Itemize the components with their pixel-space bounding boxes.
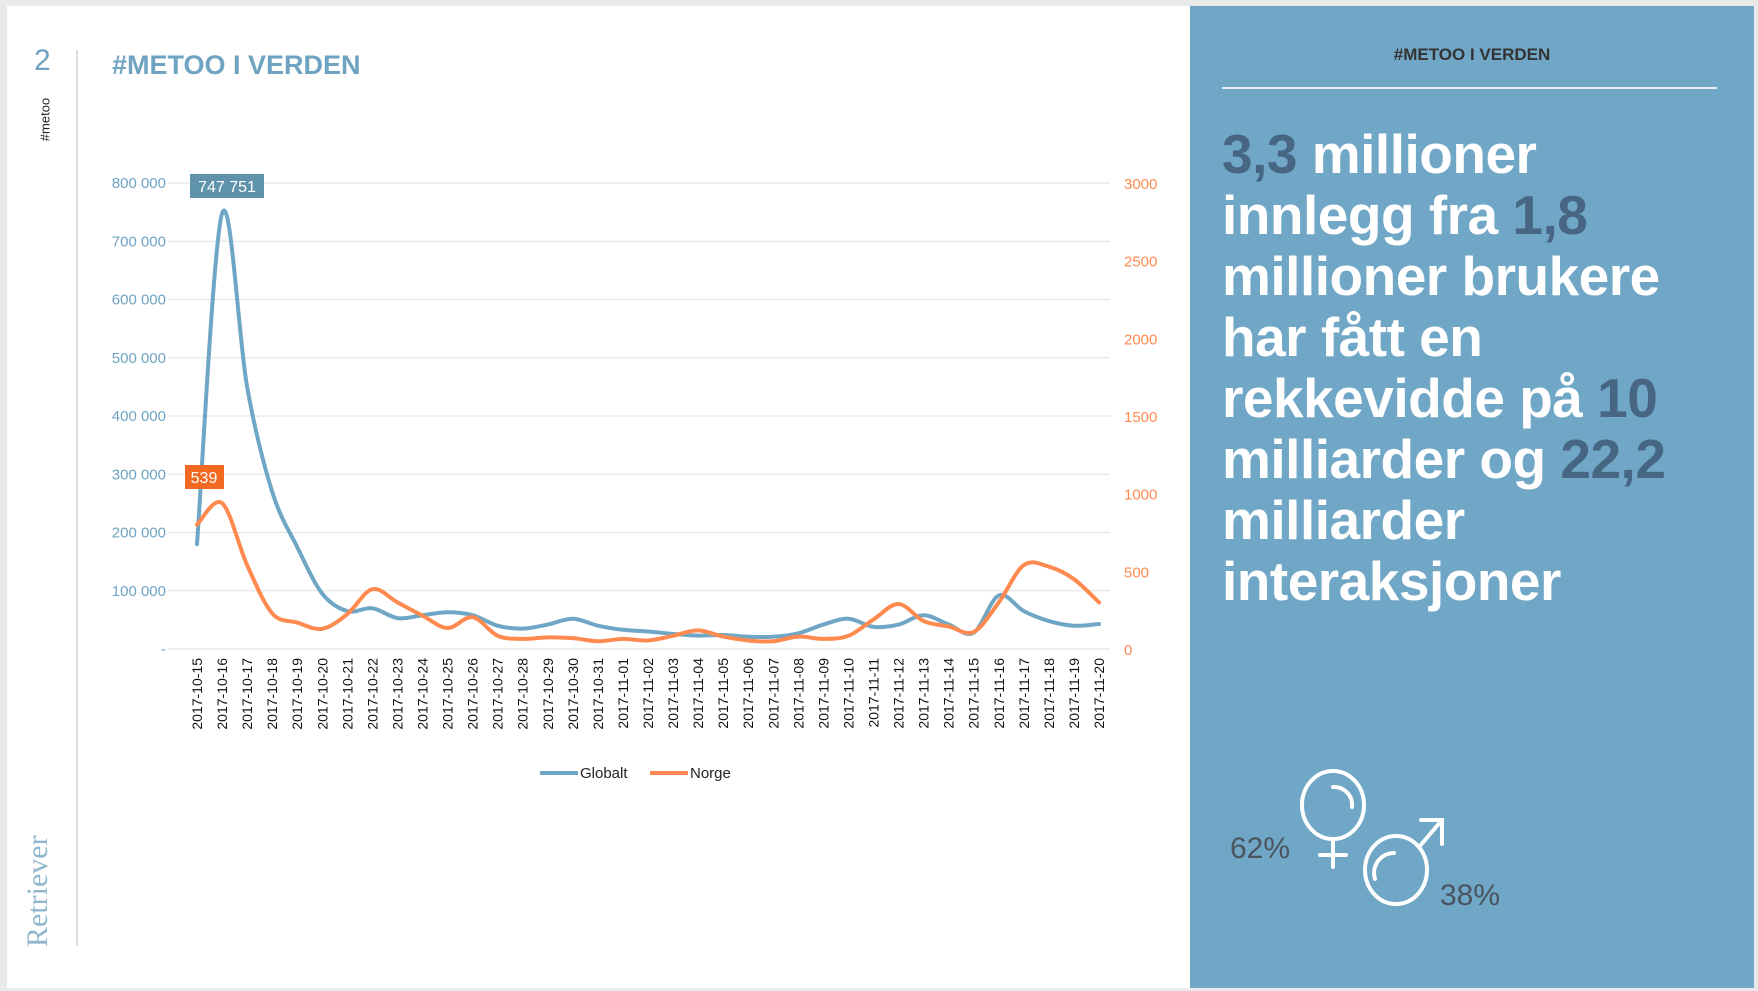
right-axis-tick: 2500	[1124, 254, 1157, 271]
peak-label-norge: 539	[191, 470, 218, 487]
right-axis-tick: 1000	[1124, 487, 1157, 504]
male-percentage: 38%	[1440, 879, 1501, 912]
left-axis-tick: 300 000	[112, 466, 166, 483]
panel-statement: 3,3 millioner innlegg fra 1,8 millioner …	[1222, 124, 1732, 612]
x-axis-tick: 2017-11-14	[941, 658, 957, 729]
x-axis-tick: 2017-11-04	[690, 658, 706, 729]
x-axis-tick: 2017-10-30	[565, 658, 581, 730]
x-axis-tick: 2017-10-28	[515, 658, 531, 730]
divider-line	[76, 50, 78, 946]
x-axis-tick: 2017-11-15	[966, 658, 982, 729]
left-axis-tick: 100 000	[112, 583, 166, 600]
statement-figure: 1,8	[1512, 184, 1588, 246]
x-axis-tick: 2017-10-21	[339, 658, 355, 730]
x-axis-tick: 2017-11-08	[790, 658, 806, 729]
female-symbol-icon	[1300, 769, 1366, 869]
statement-text: milliarder og	[1222, 428, 1561, 490]
left-axis-tick: 400 000	[112, 408, 166, 425]
x-axis-tick: 2017-10-23	[389, 658, 405, 730]
x-axis-tick: 2017-10-27	[490, 658, 506, 730]
x-axis-tick: 2017-11-05	[715, 658, 731, 729]
series-line-norge	[195, 499, 1101, 644]
panel-divider	[1222, 87, 1717, 89]
gender-icons	[1300, 769, 1444, 906]
x-axis-tick: 2017-11-03	[665, 658, 681, 729]
x-axis-tick: 2017-11-19	[1066, 658, 1082, 729]
x-axis-tick: 2017-10-31	[590, 658, 606, 730]
x-axis-tick: 2017-11-12	[891, 658, 907, 729]
statement-text: milliarder interaksjoner	[1222, 489, 1561, 612]
x-axis-tick: 2017-11-11	[866, 658, 882, 728]
x-axis-tick: 2017-10-22	[364, 658, 380, 730]
panel-header: #METOO I VERDEN	[1393, 45, 1551, 64]
x-axis-tick: 2017-11-18	[1041, 658, 1057, 729]
right-axis-tick: 2000	[1124, 331, 1157, 348]
x-axis-tick: 2017-11-07	[765, 658, 781, 729]
legend-label-norge: Norge	[690, 765, 731, 782]
peak-label-globalt: 747 751	[198, 179, 256, 196]
statement-figure: 22,2	[1560, 428, 1666, 490]
x-axis-tick: 2017-10-16	[214, 658, 230, 730]
slide-number: 2	[34, 44, 51, 77]
left-axis-tick: 700 000	[112, 233, 166, 250]
x-axis-tick: 2017-10-20	[314, 658, 330, 730]
x-axis-tick: 2017-10-18	[264, 658, 280, 730]
peak-label-norge-box	[185, 465, 224, 489]
peak-label-globalt-box	[190, 174, 264, 198]
x-axis-tick: 2017-10-25	[440, 658, 456, 730]
legend-label-globalt: Globalt	[580, 765, 628, 782]
female-percentage: 62%	[1230, 832, 1291, 865]
right-axis-tick: 3000	[1124, 176, 1157, 193]
statement-text: millioner brukere har fått en rekkevidde…	[1222, 245, 1660, 429]
left-axis-tick: 800 000	[112, 175, 166, 192]
x-axis-tick: 2017-10-24	[415, 658, 431, 730]
left-axis-tick: -	[161, 641, 166, 658]
x-axis-tick: 2017-11-20	[1091, 658, 1107, 729]
statement-figure: 10	[1597, 367, 1658, 429]
line-chart: - 100 000 200 000 300 000 400 000 500 000 600 …	[112, 174, 1157, 782]
x-axis-tick: 2017-10-15	[189, 658, 205, 730]
x-axis-tick: 2017-11-17	[1016, 658, 1032, 729]
right-axis-tick: 500	[1124, 564, 1149, 581]
x-axis-tick: 2017-10-19	[289, 658, 305, 730]
x-axis-tick: 2017-11-01	[615, 658, 631, 729]
left-axis-tick: 600 000	[112, 292, 166, 309]
x-axis-tick: 2017-11-16	[991, 658, 1007, 729]
x-axis-tick: 2017-10-29	[540, 658, 556, 730]
x-axis-tick: 2017-10-26	[465, 658, 481, 730]
statement-text: millioner innlegg fra	[1222, 123, 1537, 246]
series-line-globalt	[195, 208, 1101, 640]
slide-title: #METOO I VERDEN	[112, 50, 361, 80]
right-axis-tick: 0	[1124, 642, 1132, 659]
x-axis-tick: 2017-11-06	[740, 658, 756, 729]
statement-figure: 3,3	[1222, 123, 1297, 185]
left-axis-tick: 500 000	[112, 350, 166, 367]
left-axis-tick: 200 000	[112, 525, 166, 542]
x-axis-tick: 2017-11-09	[815, 658, 831, 729]
male-symbol-icon	[1363, 818, 1444, 906]
x-axis-tick: 2017-11-02	[640, 658, 656, 729]
x-axis-tick: 2017-11-10	[840, 658, 856, 729]
info-panel	[1190, 6, 1754, 988]
right-axis-tick: 1500	[1124, 409, 1157, 426]
x-axis-tick: 2017-11-13	[916, 658, 932, 729]
x-axis-tick: 2017-10-17	[239, 658, 255, 730]
